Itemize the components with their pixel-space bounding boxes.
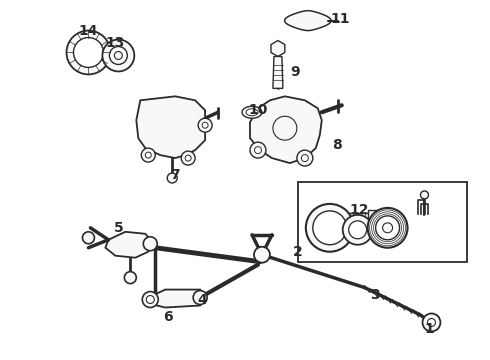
Text: 9: 9 [290,66,300,80]
Polygon shape [271,41,285,57]
Polygon shape [136,96,205,158]
Circle shape [141,148,155,162]
Polygon shape [368,210,377,227]
Circle shape [349,221,367,239]
Circle shape [102,40,134,71]
Circle shape [114,51,122,59]
Circle shape [301,154,308,162]
Polygon shape [342,213,369,224]
Circle shape [368,208,408,248]
Circle shape [67,31,110,75]
Circle shape [427,319,436,327]
Circle shape [376,216,399,240]
Text: 6: 6 [163,310,173,324]
Text: 1: 1 [425,323,434,337]
Circle shape [167,173,177,183]
Text: 14: 14 [79,23,98,37]
Polygon shape [246,109,258,116]
Text: 2: 2 [293,245,303,259]
Circle shape [82,232,95,244]
Polygon shape [105,232,152,258]
Text: 4: 4 [197,293,207,306]
Circle shape [185,155,191,161]
Polygon shape [285,11,331,31]
Circle shape [250,142,266,158]
Text: 5: 5 [114,221,123,235]
Circle shape [202,122,208,128]
Text: 3: 3 [370,288,379,302]
Circle shape [306,204,354,252]
Text: 8: 8 [332,138,342,152]
Bar [298,182,467,262]
Circle shape [143,237,157,251]
Circle shape [254,247,270,263]
Circle shape [109,46,127,64]
Circle shape [124,272,136,284]
Polygon shape [242,106,262,118]
Circle shape [193,291,207,305]
Circle shape [254,147,262,154]
Polygon shape [250,96,322,163]
Circle shape [181,151,195,165]
Circle shape [297,150,313,166]
Circle shape [313,211,347,245]
Circle shape [147,296,154,303]
Text: 10: 10 [248,103,268,117]
Circle shape [74,37,103,67]
Circle shape [343,215,372,245]
Circle shape [422,314,441,332]
Circle shape [142,292,158,307]
Text: 7: 7 [171,168,180,182]
Text: 13: 13 [106,36,125,50]
Text: 12: 12 [350,203,369,217]
Circle shape [420,191,428,199]
Polygon shape [148,289,204,307]
Polygon shape [273,57,283,88]
Circle shape [145,152,151,158]
Circle shape [383,223,392,233]
Circle shape [198,118,212,132]
Text: 11: 11 [330,12,349,26]
